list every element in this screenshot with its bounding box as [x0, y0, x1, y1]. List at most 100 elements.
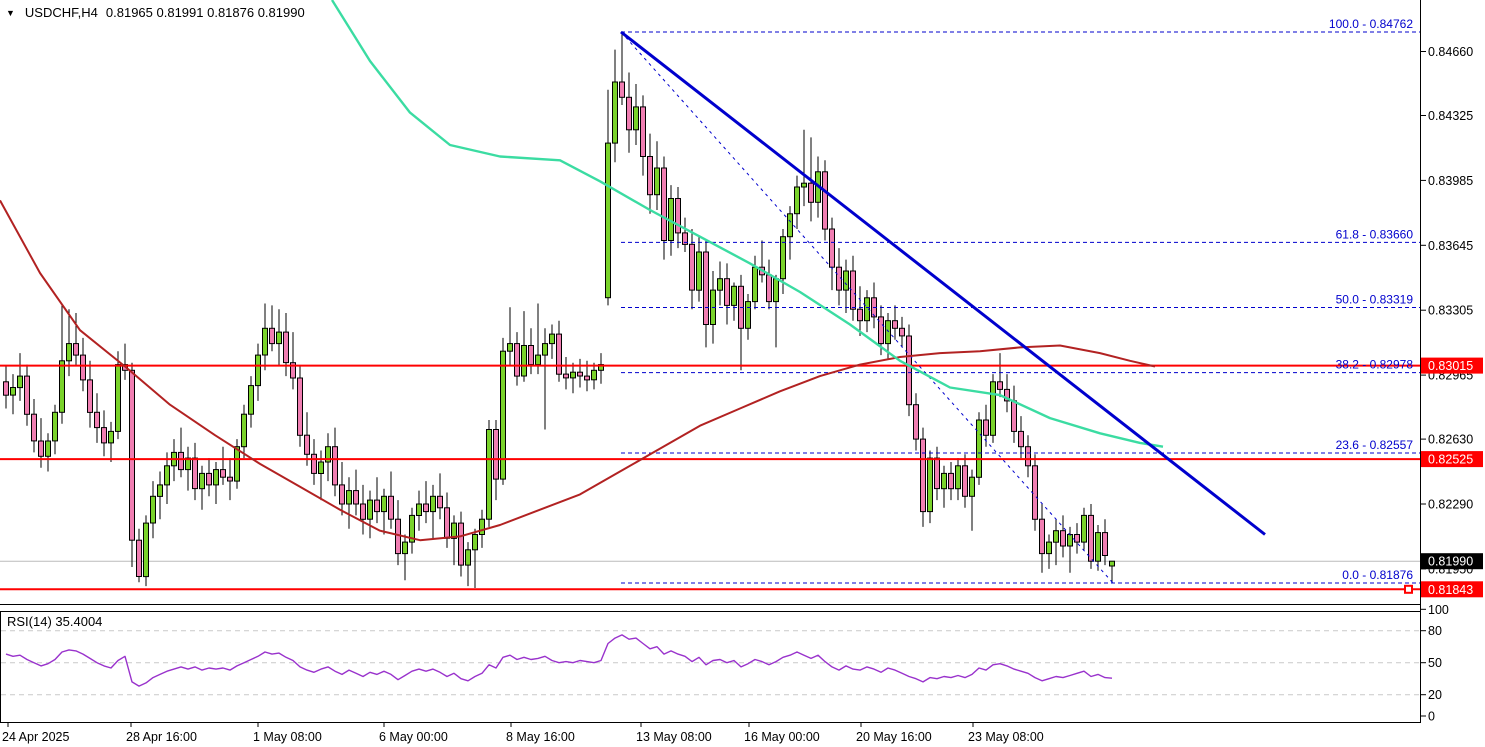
time-axis-label: 13 May 08:00	[636, 730, 712, 744]
candle-bullish	[731, 285, 737, 306]
candle-bullish	[248, 385, 254, 415]
candle-bullish	[10, 387, 16, 396]
rsi-panel-border	[0, 611, 1421, 723]
candle-bullish	[927, 457, 933, 513]
candle-bearish	[808, 182, 814, 203]
candle-bearish	[724, 278, 730, 306]
candle-bearish	[661, 167, 667, 241]
price-badge-label: 0.82525	[1428, 453, 1473, 467]
candle-bullish	[591, 369, 597, 381]
candle-bullish	[654, 167, 660, 196]
candle-bearish	[920, 438, 926, 513]
candle-bullish	[59, 360, 65, 413]
candle-bullish	[430, 495, 436, 513]
candle-bearish	[136, 539, 142, 578]
candle-bearish	[129, 369, 135, 541]
candle-bearish	[1060, 530, 1066, 547]
candle-bearish	[80, 354, 86, 381]
candle-bearish	[283, 331, 289, 364]
candle-bullish	[108, 430, 114, 444]
time-axis-label: 24 Apr 2025	[2, 730, 69, 744]
candle-bullish	[241, 413, 247, 448]
candle-bearish	[934, 457, 940, 490]
candle-bearish	[822, 171, 828, 230]
level-price-badge	[1421, 357, 1483, 374]
candle-bearish	[675, 198, 681, 234]
candle-bullish	[612, 81, 618, 144]
candle-bearish	[983, 419, 989, 436]
candle-bearish	[1102, 532, 1108, 556]
candle-bullish	[542, 343, 548, 356]
candle-bullish	[752, 266, 758, 303]
candle-bearish	[269, 327, 275, 345]
rsi-axis-label: 80	[1428, 624, 1442, 638]
candle-bearish	[948, 472, 954, 490]
candle-bullish	[143, 522, 149, 578]
candle-bearish	[178, 451, 184, 471]
candle-bullish	[472, 534, 478, 551]
candle-bullish	[500, 350, 506, 480]
candle-bullish	[843, 270, 849, 291]
candle-bullish	[535, 354, 541, 366]
candle-bullish	[199, 472, 205, 490]
candle-bullish	[696, 251, 702, 291]
candle-bullish	[717, 278, 723, 291]
candle-bearish	[703, 251, 709, 325]
rsi-axis-label: 100	[1428, 603, 1449, 617]
rsi-indicator-label: RSI(14) 35.4004	[7, 614, 102, 629]
candle-bullish	[864, 297, 870, 322]
price-axis-label: 0.83305	[1428, 304, 1473, 318]
candle-bullish	[521, 345, 527, 377]
candle-bullish	[164, 465, 170, 486]
candle-bullish	[409, 514, 415, 543]
candle-bullish	[486, 429, 492, 520]
candle-bearish	[997, 381, 1003, 390]
symbol-timeframe-label: USDCHF,H4	[24, 5, 98, 20]
candle-bullish	[465, 549, 471, 566]
candle-bearish	[374, 499, 380, 513]
candle-bullish	[976, 419, 982, 478]
candle-bullish	[885, 320, 891, 345]
candle-bearish	[647, 156, 653, 196]
candle-bearish	[353, 490, 359, 505]
candle-bullish	[507, 343, 513, 352]
candle-bearish	[304, 434, 310, 455]
candle-bullish	[115, 364, 121, 432]
candle-bearish	[528, 345, 534, 366]
candle-bullish	[346, 490, 352, 505]
price-axis-label: 0.83985	[1428, 174, 1473, 188]
candle-bearish	[689, 243, 695, 291]
candle-bullish	[255, 354, 261, 387]
candle-bearish	[3, 381, 9, 396]
candle-bearish	[1025, 446, 1031, 467]
level-price-badge	[1421, 581, 1483, 598]
time-axis-label: 16 May 00:00	[744, 730, 820, 744]
candle-bearish	[626, 96, 632, 131]
current-price-badge	[1421, 553, 1483, 570]
chevron-down-icon[interactable]: ▼	[6, 7, 15, 18]
descending-trendline[interactable]	[620, 30, 1266, 536]
candle-bullish	[234, 446, 240, 482]
candle-bearish	[640, 106, 646, 157]
time-axis-label: 20 May 16:00	[856, 730, 932, 744]
candle-bullish	[941, 472, 947, 490]
candle-bearish	[892, 320, 898, 329]
fib-level-label: 50.0 - 0.83319	[1336, 293, 1414, 307]
time-axis-label: 28 Apr 16:00	[126, 730, 197, 744]
price-axis-label: 0.84325	[1428, 109, 1473, 123]
level-line-handle[interactable]	[1404, 584, 1413, 594]
candle-bearish	[437, 495, 443, 509]
candle-bullish	[990, 381, 996, 436]
rsi-axis-label: 0	[1428, 710, 1435, 724]
candle-bullish	[276, 331, 282, 345]
candle-bullish	[794, 186, 800, 215]
chart-title: ▼ USDCHF,H4 0.81965 0.81991 0.81876 0.81…	[6, 5, 305, 20]
candle-bearish	[423, 503, 429, 513]
candle-bullish	[402, 541, 408, 555]
candle-bearish	[24, 375, 30, 415]
rsi-axis-label: 20	[1428, 688, 1442, 702]
candle-bullish	[1081, 514, 1087, 543]
candle-bullish	[52, 411, 58, 442]
